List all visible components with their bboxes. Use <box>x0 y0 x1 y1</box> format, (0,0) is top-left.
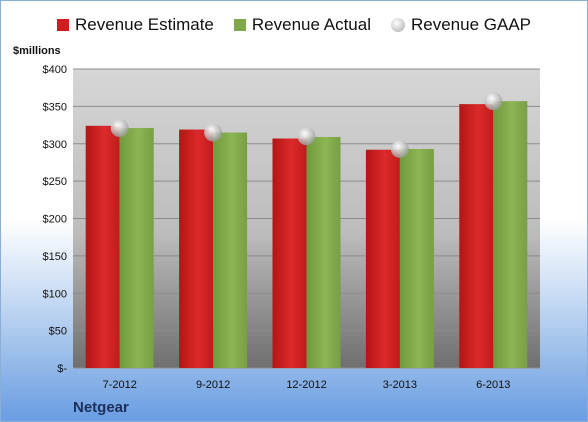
y-tick-label: $50 <box>49 326 67 338</box>
bar-revenue-actual <box>306 137 341 368</box>
y-tick-label: $350 <box>43 101 67 113</box>
legend-label-estimate: Revenue Estimate <box>74 15 214 34</box>
y-tick-label: $400 <box>43 64 67 76</box>
bar-revenue-estimate <box>365 149 400 368</box>
legend-item-gaap: Revenue GAAP <box>390 15 531 35</box>
y-tick-label: $300 <box>43 139 67 151</box>
x-tick-label: 7-2012 <box>103 379 137 391</box>
bar-revenue-estimate <box>179 129 214 368</box>
y-unit-label: $millions <box>13 45 61 57</box>
y-tick-label: $100 <box>43 288 67 300</box>
marker-revenue-gaap <box>110 119 129 138</box>
bar-revenue-actual <box>493 101 528 368</box>
legend-swatch-estimate <box>56 19 69 31</box>
y-tick-label: $250 <box>43 176 67 188</box>
x-tick-label: 9-2012 <box>196 379 230 391</box>
bar-revenue-estimate <box>459 104 494 368</box>
bar-revenue-estimate <box>85 125 120 368</box>
marker-revenue-gaap <box>484 92 503 111</box>
legend-swatch-actual <box>233 19 246 31</box>
marker-revenue-gaap <box>204 123 223 142</box>
y-tick-label: $- <box>57 363 67 375</box>
legend-label-gaap: Revenue GAAP <box>410 15 531 34</box>
legend-label-actual: Revenue Actual <box>251 15 371 34</box>
marker-revenue-gaap <box>390 139 409 158</box>
y-tick-label: $200 <box>43 214 67 226</box>
company-name: Netgear <box>73 399 129 416</box>
x-tick-label: 6-2013 <box>476 379 510 391</box>
legend-item-actual: Revenue Actual <box>233 15 371 35</box>
y-tick-label: $150 <box>43 251 67 263</box>
legend-marker-gaap <box>390 18 405 32</box>
bar-revenue-actual <box>213 132 248 368</box>
bar-revenue-actual <box>119 128 154 368</box>
legend-item-estimate: Revenue Estimate <box>56 15 214 35</box>
bar-revenue-actual <box>399 148 434 368</box>
bar-revenue-estimate <box>272 138 307 368</box>
x-tick-label: 12-2012 <box>286 379 326 391</box>
legend: Revenue Estimate Revenue Actual Revenue … <box>1 15 587 35</box>
x-tick-label: 3-2013 <box>383 379 417 391</box>
marker-revenue-gaap <box>297 127 316 146</box>
